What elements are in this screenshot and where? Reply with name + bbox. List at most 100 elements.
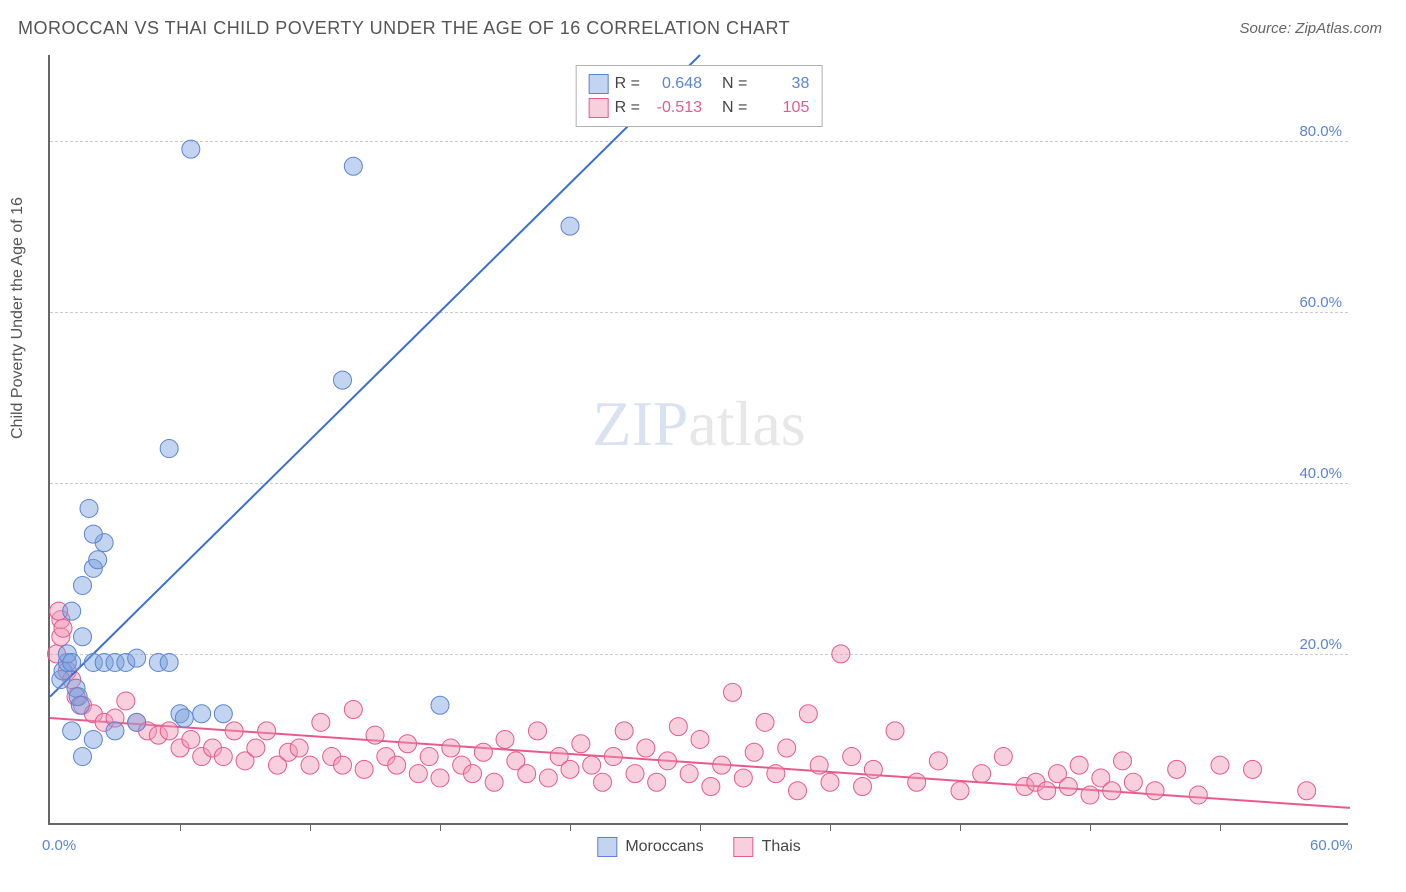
x-tick-label: 60.0% (1310, 837, 1353, 854)
n-value-moroccans: 38 (753, 72, 809, 96)
swatch-thais (589, 98, 609, 118)
point-thais (810, 756, 828, 774)
x-tick (960, 823, 961, 831)
point-moroccans (182, 140, 200, 158)
point-thais (626, 765, 644, 783)
point-thais (442, 739, 460, 757)
r-value-moroccans: 0.648 (646, 72, 702, 96)
point-moroccans (344, 157, 362, 175)
x-tick (310, 823, 311, 831)
point-thais (160, 722, 178, 740)
x-tick (1220, 823, 1221, 831)
point-moroccans (561, 217, 579, 235)
point-thais (789, 782, 807, 800)
point-thais (399, 735, 417, 753)
point-thais (713, 756, 731, 774)
legend-label-thais: Thais (762, 838, 801, 856)
point-moroccans (74, 576, 92, 594)
point-thais (312, 713, 330, 731)
point-thais (745, 743, 763, 761)
point-thais (1059, 778, 1077, 796)
legend-row-moroccans: R = 0.648 N = 38 (589, 72, 810, 96)
point-moroccans (63, 602, 81, 620)
point-thais (388, 756, 406, 774)
swatch-thais-icon (734, 837, 754, 857)
point-thais (604, 748, 622, 766)
point-thais (734, 769, 752, 787)
y-tick-label: 60.0% (1299, 294, 1342, 311)
point-thais (334, 756, 352, 774)
point-moroccans (89, 551, 107, 569)
point-thais (1189, 786, 1207, 804)
point-thais (464, 765, 482, 783)
scatter-chart (50, 55, 1348, 823)
x-tick (1090, 823, 1091, 831)
point-thais (929, 752, 947, 770)
point-thais (117, 692, 135, 710)
point-thais (756, 713, 774, 731)
point-thais (1298, 782, 1316, 800)
point-thais (1070, 756, 1088, 774)
x-tick (570, 823, 571, 831)
x-tick (700, 823, 701, 831)
point-thais (1211, 756, 1229, 774)
point-thais (518, 765, 536, 783)
point-thais (908, 773, 926, 791)
source-attribution: Source: ZipAtlas.com (1239, 20, 1382, 37)
point-thais (1244, 760, 1262, 778)
point-thais (355, 760, 373, 778)
correlation-legend: R = 0.648 N = 38 R = -0.513 N = 105 (576, 65, 823, 127)
swatch-moroccans (589, 74, 609, 94)
legend-label-moroccans: Moroccans (625, 838, 703, 856)
point-thais (1114, 752, 1132, 770)
point-thais (799, 705, 817, 723)
n-label: N = (722, 72, 747, 96)
point-moroccans (128, 713, 146, 731)
point-thais (973, 765, 991, 783)
point-moroccans (71, 696, 89, 714)
point-thais (1081, 786, 1099, 804)
y-tick-label: 80.0% (1299, 123, 1342, 140)
point-thais (1168, 760, 1186, 778)
point-thais (539, 769, 557, 787)
point-thais (951, 782, 969, 800)
r-value-thais: -0.513 (646, 96, 702, 120)
legend-item-moroccans: Moroccans (597, 837, 703, 857)
point-moroccans (193, 705, 211, 723)
point-moroccans (84, 730, 102, 748)
y-axis-title: Child Poverty Under the Age of 16 (9, 197, 27, 439)
r-label: R = (615, 96, 640, 120)
point-thais (182, 730, 200, 748)
point-thais (648, 773, 666, 791)
point-thais (1124, 773, 1142, 791)
point-thais (1103, 782, 1121, 800)
point-thais (832, 645, 850, 663)
point-thais (637, 739, 655, 757)
x-tick-label: 0.0% (42, 837, 76, 854)
point-thais (54, 619, 72, 637)
legend-item-thais: Thais (734, 837, 801, 857)
point-thais (214, 748, 232, 766)
point-moroccans (334, 371, 352, 389)
point-thais (583, 756, 601, 774)
point-moroccans (84, 525, 102, 543)
point-thais (669, 718, 687, 736)
point-moroccans (63, 653, 81, 671)
point-thais (886, 722, 904, 740)
point-thais (409, 765, 427, 783)
point-thais (724, 683, 742, 701)
swatch-moroccans-icon (597, 837, 617, 857)
point-moroccans (128, 649, 146, 667)
x-tick (830, 823, 831, 831)
point-thais (474, 743, 492, 761)
point-thais (864, 760, 882, 778)
point-thais (366, 726, 384, 744)
plot-area: Child Poverty Under the Age of 16 ZIPatl… (48, 55, 1348, 825)
point-thais (843, 748, 861, 766)
point-moroccans (160, 653, 178, 671)
point-thais (496, 730, 514, 748)
n-value-thais: 105 (753, 96, 809, 120)
series-legend: Moroccans Thais (597, 837, 800, 857)
n-label: N = (722, 96, 747, 120)
point-moroccans (74, 628, 92, 646)
